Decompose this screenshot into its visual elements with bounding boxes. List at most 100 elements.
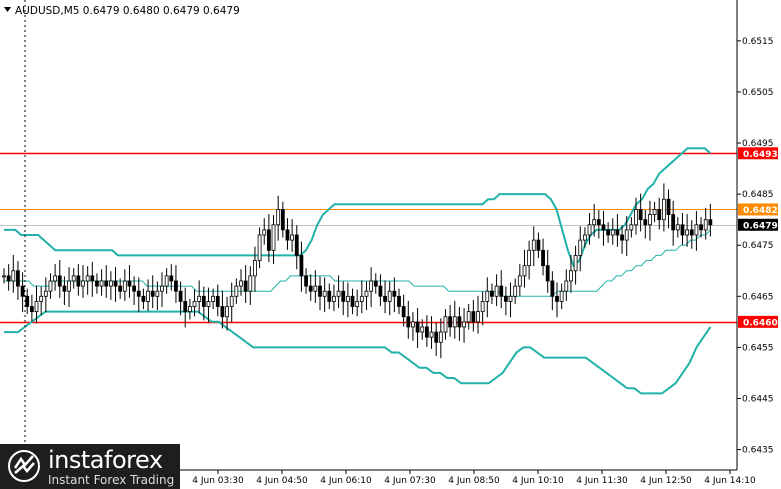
- candle-body: [146, 290, 150, 302]
- candle: [211, 288, 216, 310]
- candle: [708, 203, 713, 237]
- candle-body: [104, 280, 109, 287]
- candle-body: [332, 295, 336, 302]
- candle-body: [559, 290, 564, 302]
- price-tag-0.6493: 0.6493: [738, 147, 778, 160]
- candle: [406, 300, 411, 339]
- candle: [81, 265, 85, 298]
- price-tag-box: [738, 203, 778, 216]
- candle-body: [262, 229, 267, 236]
- candle: [438, 318, 443, 359]
- candle: [624, 216, 629, 256]
- candle: [127, 265, 132, 298]
- candle: [136, 277, 141, 313]
- candle: [550, 271, 555, 311]
- candle-body: [601, 224, 606, 231]
- candle: [615, 214, 620, 247]
- candle-body: [564, 280, 569, 292]
- candle-body: [322, 290, 327, 297]
- candle: [629, 217, 634, 238]
- candle: [369, 267, 374, 308]
- candle-body: [573, 255, 578, 272]
- candle: [6, 264, 11, 291]
- candle: [243, 265, 248, 303]
- candle: [350, 288, 355, 315]
- candle-body: [48, 280, 53, 292]
- candle: [457, 307, 462, 341]
- candle: [578, 226, 583, 272]
- candle-body: [57, 275, 62, 287]
- candle-body: [480, 301, 485, 313]
- bollinger-lower-band: [4, 310, 712, 395]
- candle: [485, 277, 490, 318]
- candle: [661, 183, 666, 232]
- candle: [34, 285, 39, 324]
- candle: [359, 280, 364, 314]
- candle: [666, 189, 671, 229]
- candle-body: [569, 270, 573, 282]
- candle-body: [53, 275, 58, 282]
- candle: [531, 226, 536, 267]
- candle: [648, 200, 652, 241]
- candle: [592, 203, 597, 237]
- time-tick-label: 4 Jun 04:50: [256, 476, 308, 486]
- candle-body: [280, 209, 285, 231]
- candle: [16, 261, 20, 300]
- instaforex-logo-icon: [8, 450, 40, 482]
- candle: [192, 289, 197, 317]
- candle-body: [178, 290, 183, 302]
- candle-body: [587, 224, 592, 236]
- candle-body: [466, 311, 471, 323]
- time-tick-label: 4 Jun 06:10: [320, 476, 372, 486]
- candle-body: [615, 229, 620, 236]
- candle: [43, 277, 48, 313]
- candle: [276, 195, 281, 241]
- candle: [206, 287, 211, 323]
- candle: [429, 316, 434, 349]
- candle-body: [429, 331, 434, 338]
- candle-body: [643, 219, 648, 226]
- candle: [699, 217, 703, 238]
- time-tick-label: 4 Jun 10:10: [512, 476, 564, 486]
- candle-body: [350, 295, 355, 307]
- candle-body: [703, 219, 708, 231]
- logo-tagline: Instant Forex Trading: [48, 473, 175, 487]
- candle-body: [266, 229, 271, 251]
- candle: [266, 214, 271, 263]
- candle: [596, 209, 601, 239]
- candle: [62, 276, 67, 305]
- candle-body: [476, 311, 480, 323]
- candle-body: [6, 275, 11, 282]
- candle: [373, 273, 378, 294]
- candle-body: [424, 326, 429, 338]
- chart-menu-icon[interactable]: [4, 7, 11, 12]
- candle: [299, 241, 304, 292]
- candle: [169, 264, 174, 291]
- candle-body: [685, 229, 690, 236]
- time-tick-label: 4 Jun 12:50: [640, 476, 692, 486]
- candle: [215, 284, 220, 317]
- candle-body: [141, 295, 146, 302]
- candle-body: [304, 275, 308, 287]
- price-tick-label: 0.6505: [742, 88, 774, 98]
- candle-body: [596, 219, 601, 226]
- candle-body: [434, 331, 439, 343]
- candle: [466, 303, 471, 330]
- candle-body: [276, 209, 281, 226]
- candle-body: [592, 219, 597, 226]
- candle-body: [629, 224, 634, 231]
- candle-body: [355, 301, 360, 307]
- candle: [262, 218, 267, 245]
- candle-body: [71, 275, 76, 282]
- price-tag-label: 0.6479: [743, 221, 778, 231]
- price-tick-label: 0.6485: [742, 190, 774, 200]
- candle: [25, 288, 30, 315]
- candle-body: [345, 295, 350, 302]
- candle-body: [397, 295, 401, 307]
- candle: [29, 294, 34, 322]
- candle-body: [387, 290, 392, 302]
- candle: [643, 209, 648, 239]
- candle: [452, 300, 457, 339]
- candle: [448, 304, 453, 337]
